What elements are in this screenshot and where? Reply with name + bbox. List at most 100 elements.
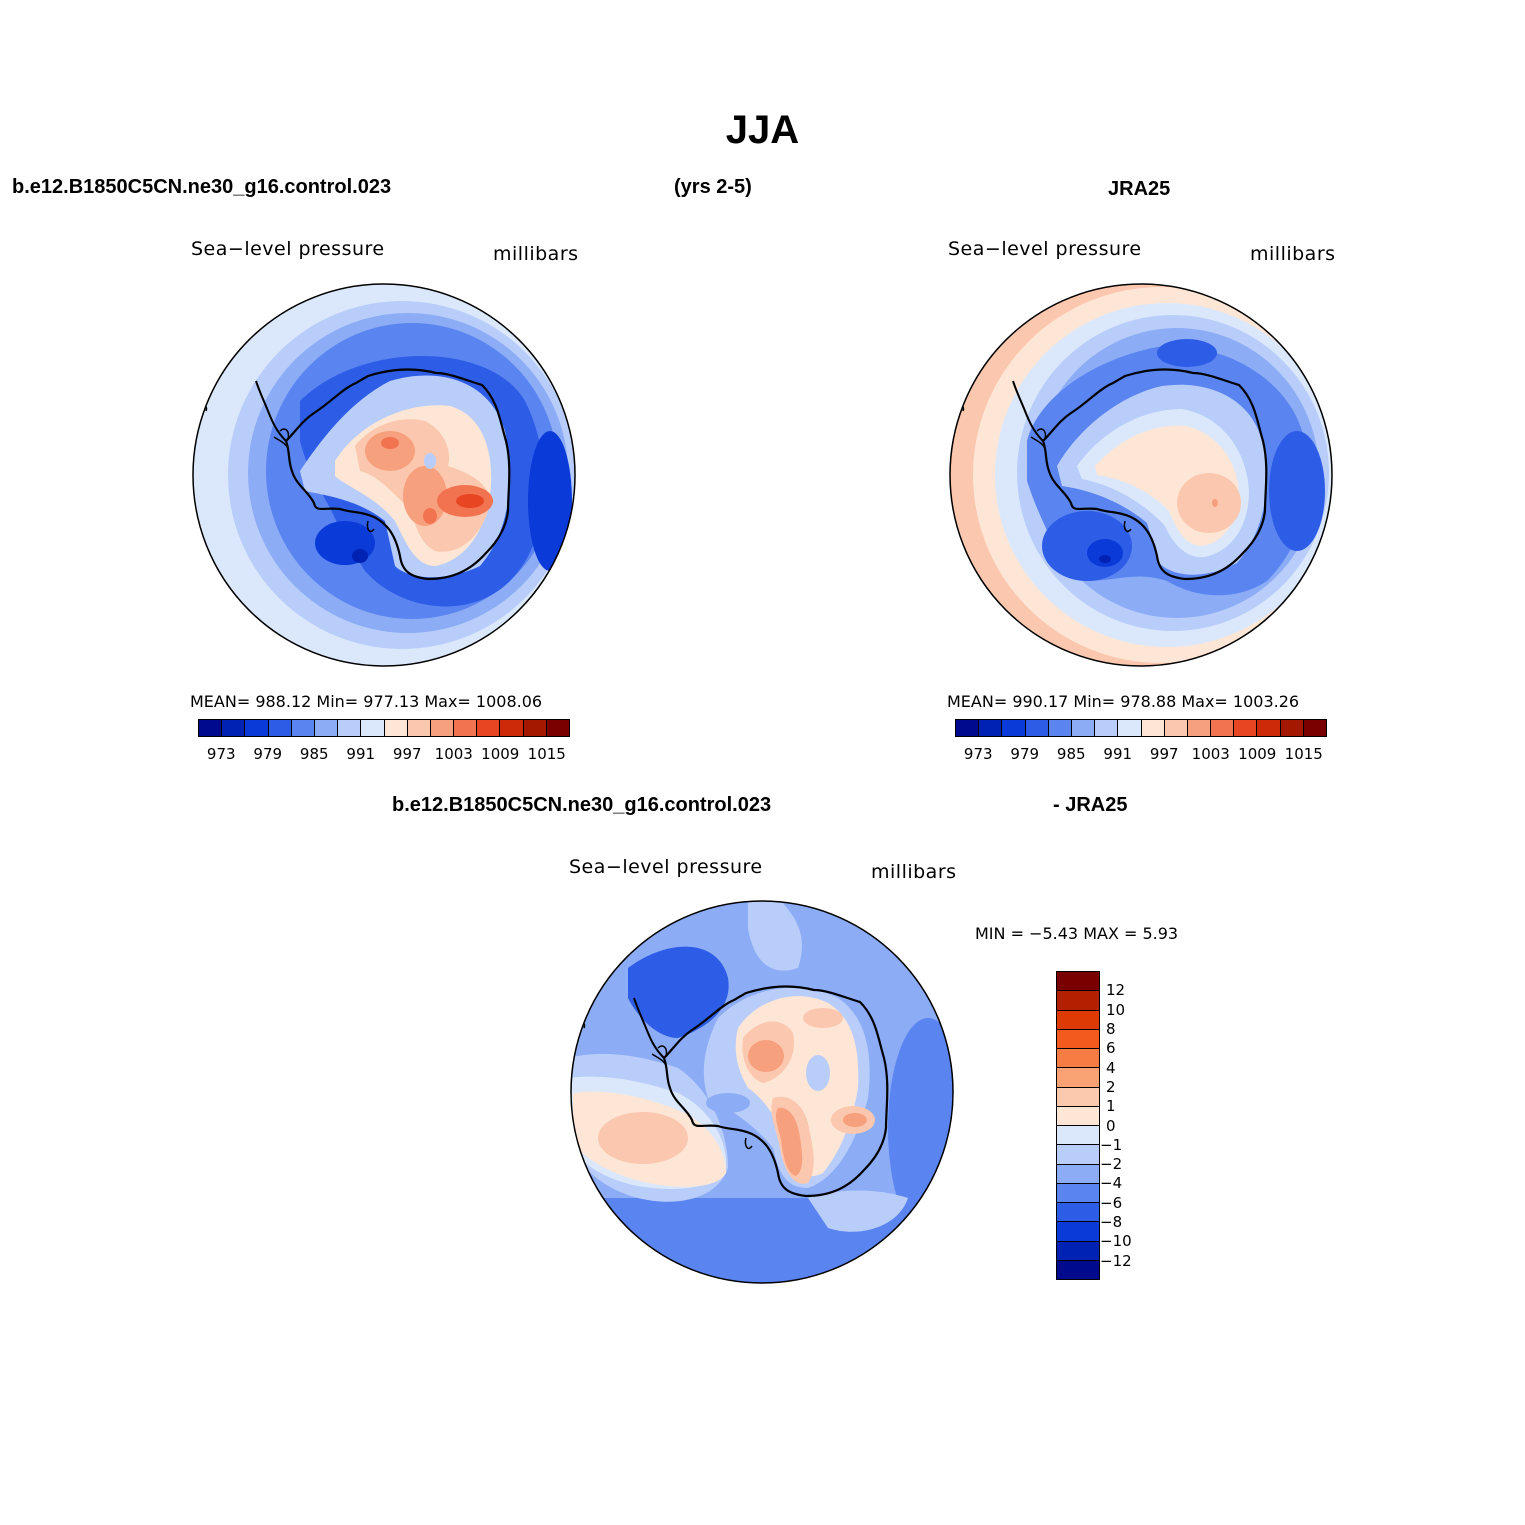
colorbar-swatch [1164,720,1188,736]
map-outline [192,283,576,667]
map-fill-high [1177,473,1241,533]
colorbar-tick-label: −1 [1100,1135,1123,1154]
coastline-peninsula [255,380,287,442]
map-fill-low [352,549,368,563]
diff-variable-label: Sea−level pressure [569,856,763,878]
colorbar-swatch [1057,972,1099,992]
colorbar-swatch [1118,720,1142,736]
colorbar-swatch [1057,1106,1099,1126]
model-stats: MEAN= 988.12 Min= 977.13 Max= 1008.06 [190,692,543,711]
map-fill-low [628,946,729,1038]
diff-colorbar [1056,971,1100,1280]
map-fill-high [423,508,437,524]
colorbar-swatch [1234,720,1258,736]
model-colorbar [198,719,570,737]
map-fill-high [1212,499,1218,507]
obs-polar-map [949,283,1333,667]
colorbar-swatch [268,720,292,736]
colorbar-tick-label: −2 [1100,1155,1123,1174]
colorbar-swatch [1057,991,1099,1011]
coastline-islands [1123,520,1132,533]
map-fill-high [403,466,447,526]
map-fill-band [748,901,802,971]
map-outline [570,900,954,1284]
model-variable-label: Sea−level pressure [191,238,385,260]
colorbar-tick-label: 997 [1149,745,1179,763]
colorbar-swatch [1057,1029,1099,1049]
header-diff-obs: - JRA25 [1053,794,1128,816]
colorbar-tick-label: 973 [206,745,236,763]
colorbar-swatch [979,720,1003,736]
colorbar-swatch [1211,720,1235,736]
colorbar-swatch [1057,1010,1099,1030]
map-fill-band [808,1190,908,1232]
colorbar-swatch [1057,1183,1099,1203]
header-years: (yrs 2-5) [674,176,752,198]
colorbar-swatch [1025,720,1049,736]
colorbar-tick-label: 991 [1103,745,1133,763]
colorbar-tick-label: 4 [1106,1058,1116,1077]
coastline-islands [1030,428,1047,450]
colorbar-swatch [477,720,501,736]
colorbar-swatch [361,720,385,736]
map-fill-low [424,453,436,469]
coastline-islands [273,428,290,450]
map-fill-low [806,1055,830,1091]
colorbar-tick-label: 979 [1010,745,1040,763]
colorbar-swatch [430,720,455,736]
colorbar-tick-label: 973 [963,745,993,763]
colorbar-swatch [1048,720,1072,736]
colorbar-swatch [1057,1126,1099,1146]
colorbar-swatch [1057,1068,1099,1088]
colorbar-swatch [384,720,408,736]
colorbar-tick-label: 1 [1106,1097,1116,1116]
map-fill-high [748,1040,784,1072]
coastline-islands [744,1137,753,1150]
map-fill-low [706,1093,750,1113]
colorbar-tick-label: 1015 [1284,745,1323,763]
colorbar-tick-label: 1009 [481,745,520,763]
colorbar-swatch [291,720,315,736]
colorbar-swatch [407,720,431,736]
diff-stats: MIN = −5.43 MAX = 5.93 [975,924,1179,943]
header-model-case: b.e12.B1850C5CN.ne30_g16.control.023 [12,176,392,198]
colorbar-tick-label: 997 [392,745,422,763]
coastline-peninsula [633,997,665,1059]
coastline-islands [651,1045,668,1067]
colorbar-swatch [500,720,524,736]
colorbar-tick-label: −12 [1100,1251,1132,1270]
model-colorbar-ticks: 973 979 985 991 997 1003 1009 1015 [198,745,570,765]
colorbar-swatch [546,720,569,736]
colorbar-swatch [1187,720,1212,736]
obs-colorbar [955,719,1327,737]
colorbar-swatch [1057,1164,1099,1184]
colorbar-swatch [956,720,980,736]
map-fill-high [456,494,484,508]
colorbar-swatch [1057,1203,1099,1223]
colorbar-swatch [1095,720,1119,736]
colorbar-swatch [523,720,547,736]
colorbar-swatch [1057,1049,1099,1069]
obs-colorbar-ticks: 973 979 985 991 997 1003 1009 1015 [955,745,1327,765]
map-fill-low [1269,431,1325,551]
map-fill-low [1099,555,1111,563]
colorbar-swatch [1280,720,1304,736]
map-fill-low [1157,339,1217,367]
colorbar-tick-label: −4 [1100,1174,1123,1193]
main-title: JJA [725,108,800,152]
diff-polar-map [570,900,954,1284]
header-obs: JRA25 [1108,178,1171,200]
colorbar-swatch [338,720,362,736]
colorbar-tick-label: −8 [1100,1213,1123,1232]
map-fill-low [528,431,572,571]
map-fill-low [1087,539,1123,567]
colorbar-tick-label: 979 [253,745,283,763]
model-polar-map [192,283,576,667]
colorbar-tick-label: 1015 [527,745,566,763]
colorbar-swatch [1141,720,1165,736]
obs-units-label: millibars [1250,243,1336,265]
map-fill-high [381,437,399,449]
map-fill-high [365,431,415,471]
colorbar-swatch [199,720,223,736]
colorbar-swatch [1071,720,1096,736]
